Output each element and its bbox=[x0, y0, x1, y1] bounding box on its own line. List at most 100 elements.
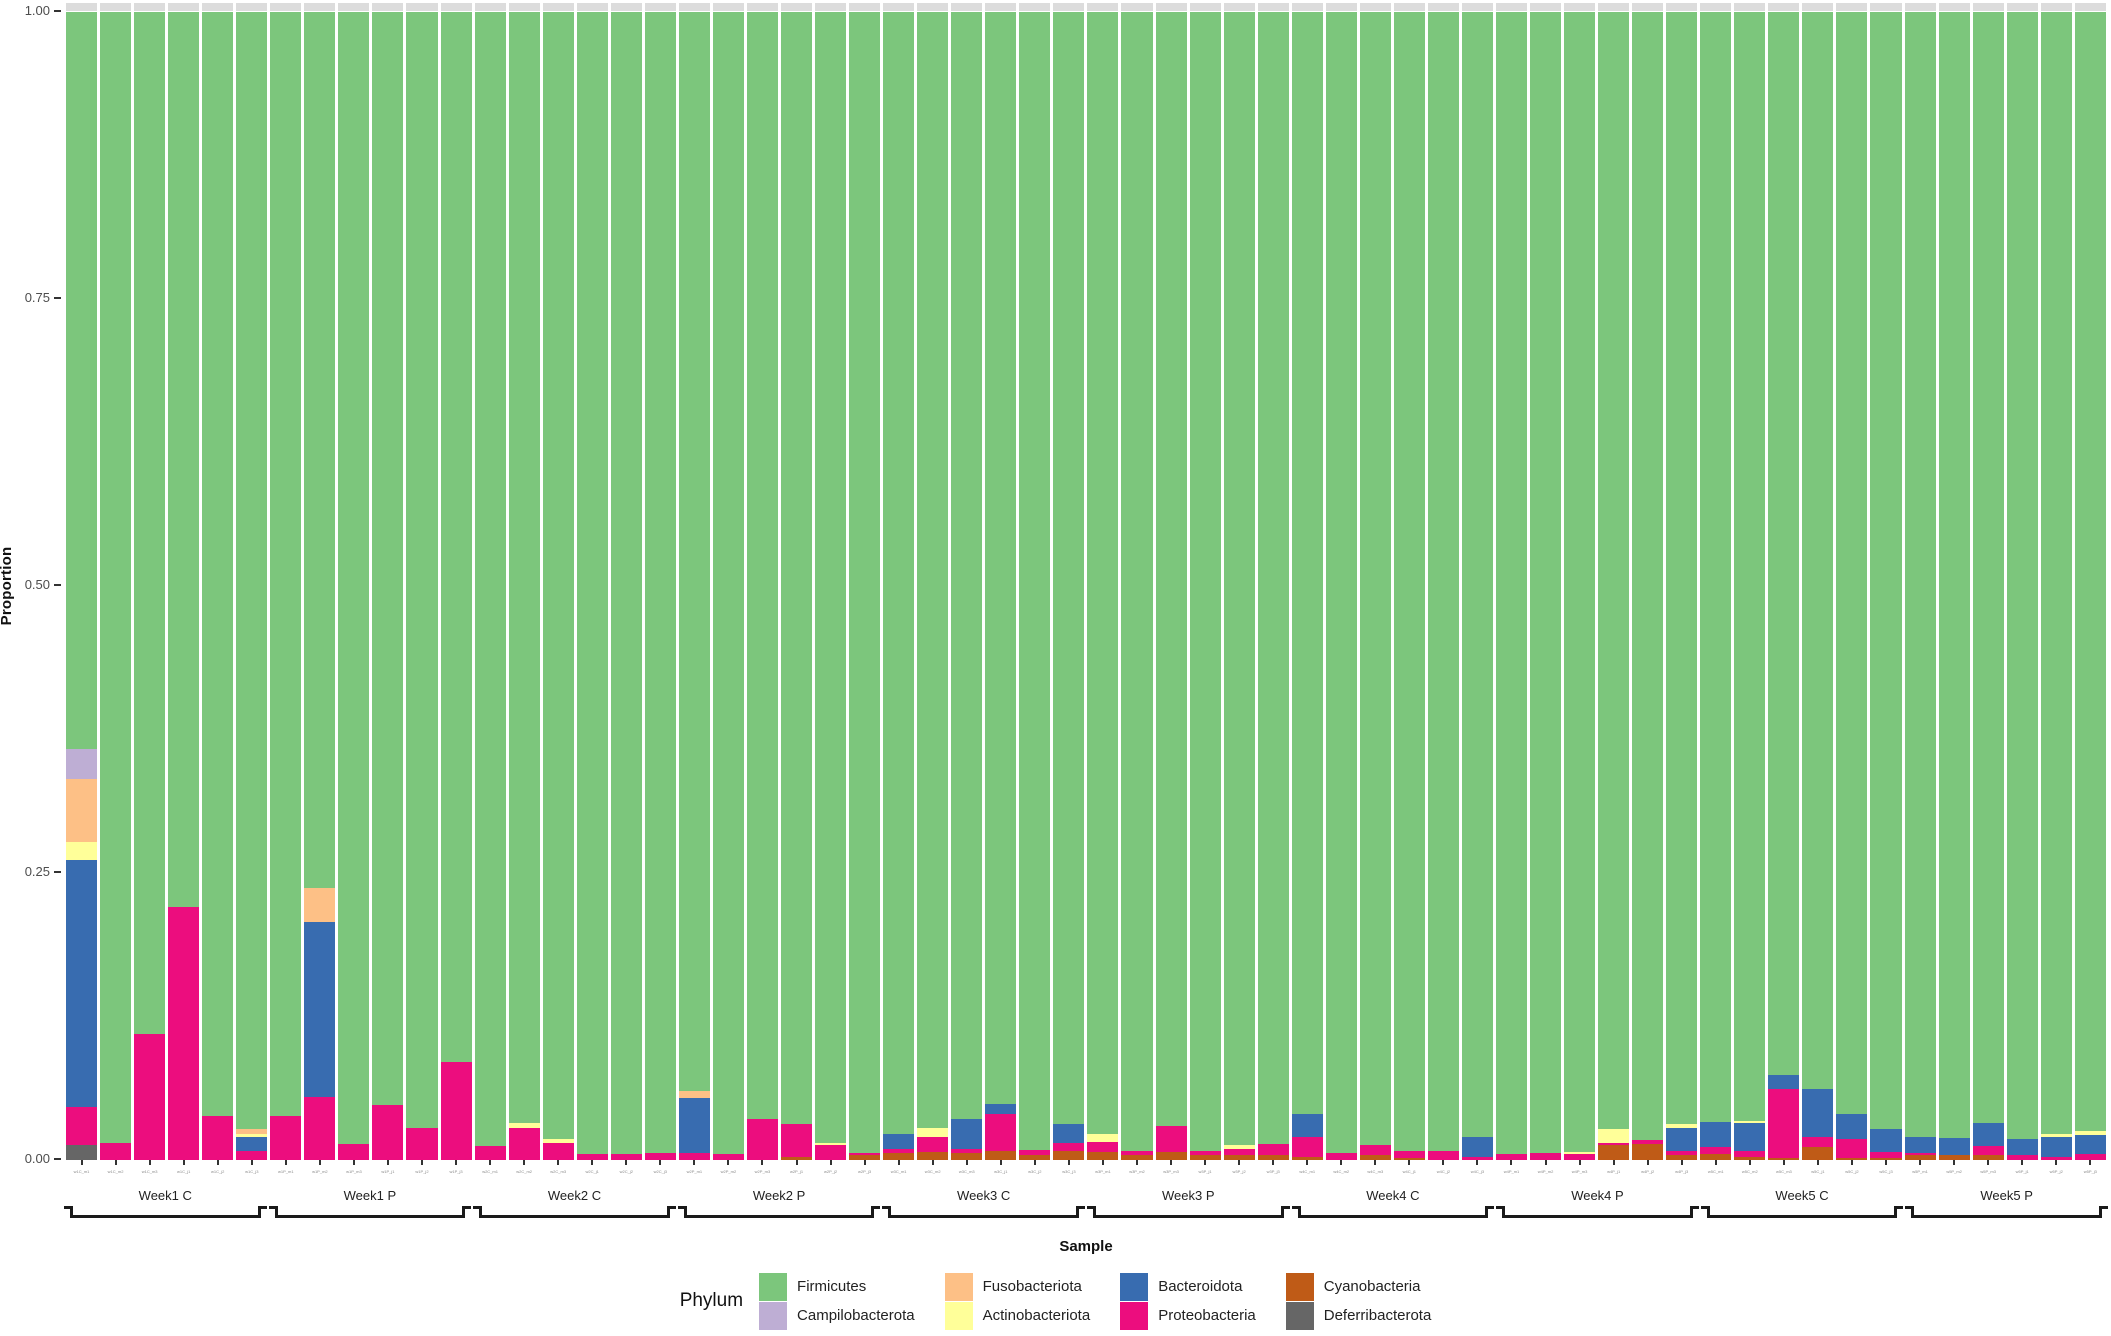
bar-segment-firmicutes bbox=[1495, 12, 1528, 1155]
sample-column: w5P_m1 bbox=[1904, 3, 1936, 1177]
panel-cap bbox=[1734, 3, 1766, 11]
sample-label: w2P_m3 bbox=[754, 1169, 771, 1174]
sample-label: w3C_m3 bbox=[958, 1169, 975, 1174]
sample-group: Week5 C bbox=[1700, 1188, 1903, 1218]
sample-label: w2C_m3 bbox=[550, 1169, 567, 1174]
sample-label: w3P_m1 bbox=[1095, 1169, 1111, 1174]
bar-segment-bacteroidota bbox=[1734, 1123, 1766, 1151]
sample-column: w1C_j3 bbox=[236, 3, 268, 1177]
bar-segment-proteobacteria bbox=[372, 1104, 404, 1160]
bar-segment-fusobacteriota bbox=[304, 887, 336, 923]
bar-segment-bacteroidota bbox=[2040, 1137, 2072, 1157]
sample-column: w1C_j1 bbox=[168, 3, 200, 1177]
sample-column: w4C_m2 bbox=[1325, 3, 1357, 1177]
stacked-bar bbox=[746, 12, 778, 1160]
sample-group: Week5 P bbox=[1905, 1188, 2108, 1218]
bar-segment-firmicutes bbox=[1632, 12, 1664, 1141]
sample-label: w2P_j3 bbox=[858, 1169, 872, 1174]
stacked-bar bbox=[1019, 12, 1051, 1160]
group-label: Week1 C bbox=[138, 1188, 192, 1203]
group-label: Week5 P bbox=[1980, 1188, 2033, 1203]
x-tick-mark bbox=[1326, 1160, 1357, 1166]
bar-segment-proteobacteria bbox=[610, 1154, 642, 1160]
bar-segment-proteobacteria bbox=[746, 1118, 778, 1160]
bar-segment-actinobacteriota bbox=[236, 1133, 268, 1138]
panel-cap bbox=[746, 3, 778, 11]
panel-cap bbox=[66, 3, 98, 11]
bar-segment-proteobacteria bbox=[542, 1142, 574, 1160]
sample-group: Week1 P bbox=[268, 1188, 471, 1218]
bar-segment-firmicutes bbox=[1530, 12, 1562, 1154]
stacked-bar bbox=[236, 12, 268, 1160]
panel-cap bbox=[1972, 3, 2004, 11]
sample-label: w3P_m3 bbox=[1163, 1169, 1179, 1174]
stacked-bar bbox=[372, 12, 404, 1160]
bar-segment-firmicutes bbox=[746, 12, 778, 1119]
panel-cap bbox=[202, 3, 234, 11]
legend-swatch-cyanobacteria bbox=[1285, 1272, 1314, 1301]
panel-cap bbox=[508, 3, 540, 11]
x-tick-mark bbox=[1939, 1160, 1970, 1166]
bar-segment-firmicutes bbox=[440, 12, 472, 1063]
legend-item: Deferribacterota bbox=[1285, 1301, 1432, 1330]
x-tick-mark bbox=[1053, 1160, 1084, 1166]
sample-group: Week2 C bbox=[473, 1188, 676, 1218]
bar-segment-actinobacteriota bbox=[1666, 1124, 1698, 1128]
x-tick-mark bbox=[100, 1160, 131, 1166]
stacked-bar bbox=[1495, 12, 1528, 1160]
bar-segment-actinobacteriota bbox=[917, 1127, 949, 1138]
sample-label: w1C_m3 bbox=[141, 1169, 158, 1174]
bar-segment-cyanobacteria bbox=[1019, 1155, 1051, 1160]
stacked-bar bbox=[780, 12, 813, 1160]
stacked-bar bbox=[1632, 12, 1664, 1160]
sample-column: w1P_m3 bbox=[338, 3, 370, 1177]
legend-label: Deferribacterota bbox=[1323, 1307, 1432, 1324]
bar-segment-proteobacteria bbox=[338, 1143, 370, 1160]
legend-column: Fusobacteriota Actinobacteriota bbox=[944, 1272, 1090, 1330]
panel-cap bbox=[1768, 3, 1800, 11]
bar-segment-proteobacteria bbox=[474, 1146, 506, 1160]
sample-label: w5C_m1 bbox=[1707, 1169, 1724, 1174]
bar-segment-proteobacteria bbox=[1291, 1137, 1323, 1157]
y-tick-mark bbox=[54, 9, 61, 12]
panel-cap bbox=[1564, 3, 1596, 11]
sample-column: w2C_m2 bbox=[508, 3, 540, 1177]
y-tick-label: 0.00 bbox=[24, 1151, 50, 1166]
bar-segment-cyanobacteria bbox=[985, 1150, 1017, 1160]
bar-segment-fusobacteriota bbox=[236, 1129, 268, 1134]
sample-column: w5C_m1 bbox=[1700, 3, 1732, 1177]
panel-cap bbox=[815, 3, 847, 11]
sample-label: w1C_j3 bbox=[245, 1169, 259, 1174]
panel-cap bbox=[236, 3, 268, 11]
y-tick-label: 0.25 bbox=[24, 864, 50, 879]
sample-label: w3C_j1 bbox=[994, 1169, 1008, 1174]
bar-segment-proteobacteria bbox=[1768, 1088, 1800, 1158]
sample-label: w3C_m1 bbox=[890, 1169, 907, 1174]
legend-label: Bacteroidota bbox=[1158, 1278, 1243, 1295]
bar-segment-proteobacteria bbox=[1223, 1148, 1255, 1156]
bar-segment-proteobacteria bbox=[1427, 1150, 1459, 1160]
panel-cap bbox=[1802, 3, 1834, 11]
x-tick-mark bbox=[781, 1160, 812, 1166]
panel-cap bbox=[1598, 3, 1630, 11]
legend-item: Firmicutes bbox=[759, 1272, 915, 1301]
stacked-bar bbox=[1053, 12, 1085, 1160]
panel-cap bbox=[1700, 3, 1732, 11]
panel-cap bbox=[1121, 3, 1153, 11]
bar-segment-cyanobacteria bbox=[1223, 1155, 1255, 1160]
bar-segment-fusobacteriota bbox=[66, 778, 98, 842]
bar-segment-proteobacteria bbox=[1189, 1150, 1221, 1156]
sample-column: w2C_j2 bbox=[610, 3, 642, 1177]
bar-segment-firmicutes bbox=[951, 12, 983, 1119]
sample-column: w5C_j2 bbox=[1836, 3, 1868, 1177]
sample-column: w1P_j2 bbox=[406, 3, 438, 1177]
bar-segment-cyanobacteria bbox=[1393, 1157, 1425, 1160]
sample-column: w4P_m2 bbox=[1530, 3, 1562, 1177]
stacked-bar bbox=[1325, 12, 1357, 1160]
legend-column: Cyanobacteria Deferribacterota bbox=[1285, 1272, 1432, 1330]
stacked-bar bbox=[1530, 12, 1562, 1160]
y-tick: 0.50 bbox=[4, 577, 61, 592]
sample-column: w4C_j2 bbox=[1427, 3, 1459, 1177]
bar-segment-firmicutes bbox=[66, 12, 98, 750]
bar-segment-cyanobacteria bbox=[1053, 1150, 1085, 1160]
